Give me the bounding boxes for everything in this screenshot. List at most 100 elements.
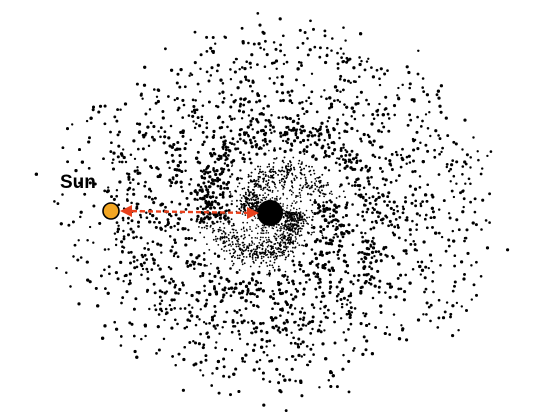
star-dot [112,197,116,201]
star-dot [215,341,218,344]
star-dot [311,211,314,214]
star-dot [290,367,294,371]
star-dot [290,164,293,166]
star-dot [304,183,307,186]
star-dot [304,274,308,277]
star-dot [156,325,160,329]
star-dot [235,310,239,314]
star-dot [229,393,232,397]
star-dot [475,293,478,297]
star-dot [301,340,305,344]
star-dot [470,298,473,301]
star-dot [285,278,289,281]
star-dot [265,226,267,229]
star-dot [312,226,316,230]
star-dot [300,355,304,358]
star-dot [266,273,268,276]
star-dot [221,100,225,104]
star-dot [265,174,267,176]
star-dot [79,256,83,259]
star-dot [267,244,270,247]
star-dot [262,350,266,354]
star-dot [282,170,285,173]
star-dot [260,227,263,230]
star-dot [195,108,199,112]
star-dot [289,226,291,229]
star-dot [392,104,397,108]
star-dot [233,224,235,226]
star-dot [282,242,284,244]
star-dot [372,208,376,212]
star-dot [176,255,180,259]
star-dot [224,139,227,143]
star-dot [213,229,216,232]
star-dot [275,239,278,242]
star-dot [297,212,300,215]
star-dot [392,200,396,204]
star-dot [265,229,268,232]
star-dot [192,339,195,343]
star-dot [229,267,232,270]
star-dot [179,130,183,134]
star-dot [282,233,284,236]
star-dot [251,242,254,244]
star-dot [254,202,257,204]
star-dot [220,126,224,129]
star-dot [339,149,343,152]
star-dot [240,66,244,69]
star-dot [328,287,332,290]
star-dot [324,315,328,319]
star-dot [268,149,270,152]
star-dot [363,252,367,256]
star-dot [379,67,383,71]
star-dot [364,348,368,352]
star-dot [290,190,293,192]
star-dot [151,240,155,244]
star-dot [283,132,287,136]
star-dot [470,264,473,267]
star-dot [277,283,281,287]
star-dot [353,347,356,350]
star-dot [164,229,167,233]
star-dot [424,265,428,269]
star-dot [188,341,192,344]
star-dot [434,231,438,235]
star-dot [251,254,254,257]
star-dot [153,304,157,307]
star-dot [227,287,231,290]
star-dot [219,237,222,240]
star-dot [290,293,293,296]
star-dot [447,170,451,173]
star-dot [223,227,226,229]
star-dot [267,256,270,259]
star-dot [228,115,232,118]
star-dot [230,218,233,221]
star-dot [293,341,297,345]
star-dot [370,275,374,279]
star-dot [317,176,320,179]
star-dot [238,281,243,286]
star-dot [235,243,237,246]
star-dot [363,314,367,318]
star-dot [211,231,214,234]
star-dot [244,307,248,310]
star-dot [257,176,260,178]
star-dot [306,37,309,40]
star-dot [251,272,255,276]
star-dot [320,95,323,98]
star-dot [274,185,276,188]
star-dot [392,208,396,212]
star-dot [315,110,319,114]
star-dot [278,147,282,150]
star-dot [221,145,225,149]
star-dot [159,243,163,247]
star-dot [222,167,226,171]
star-dot [136,147,140,151]
star-dot [217,115,221,119]
star-dot [327,130,330,134]
star-dot [222,374,226,378]
star-dot [386,203,389,207]
star-dot [181,281,184,285]
star-dot [207,217,211,221]
star-dot [211,372,214,375]
